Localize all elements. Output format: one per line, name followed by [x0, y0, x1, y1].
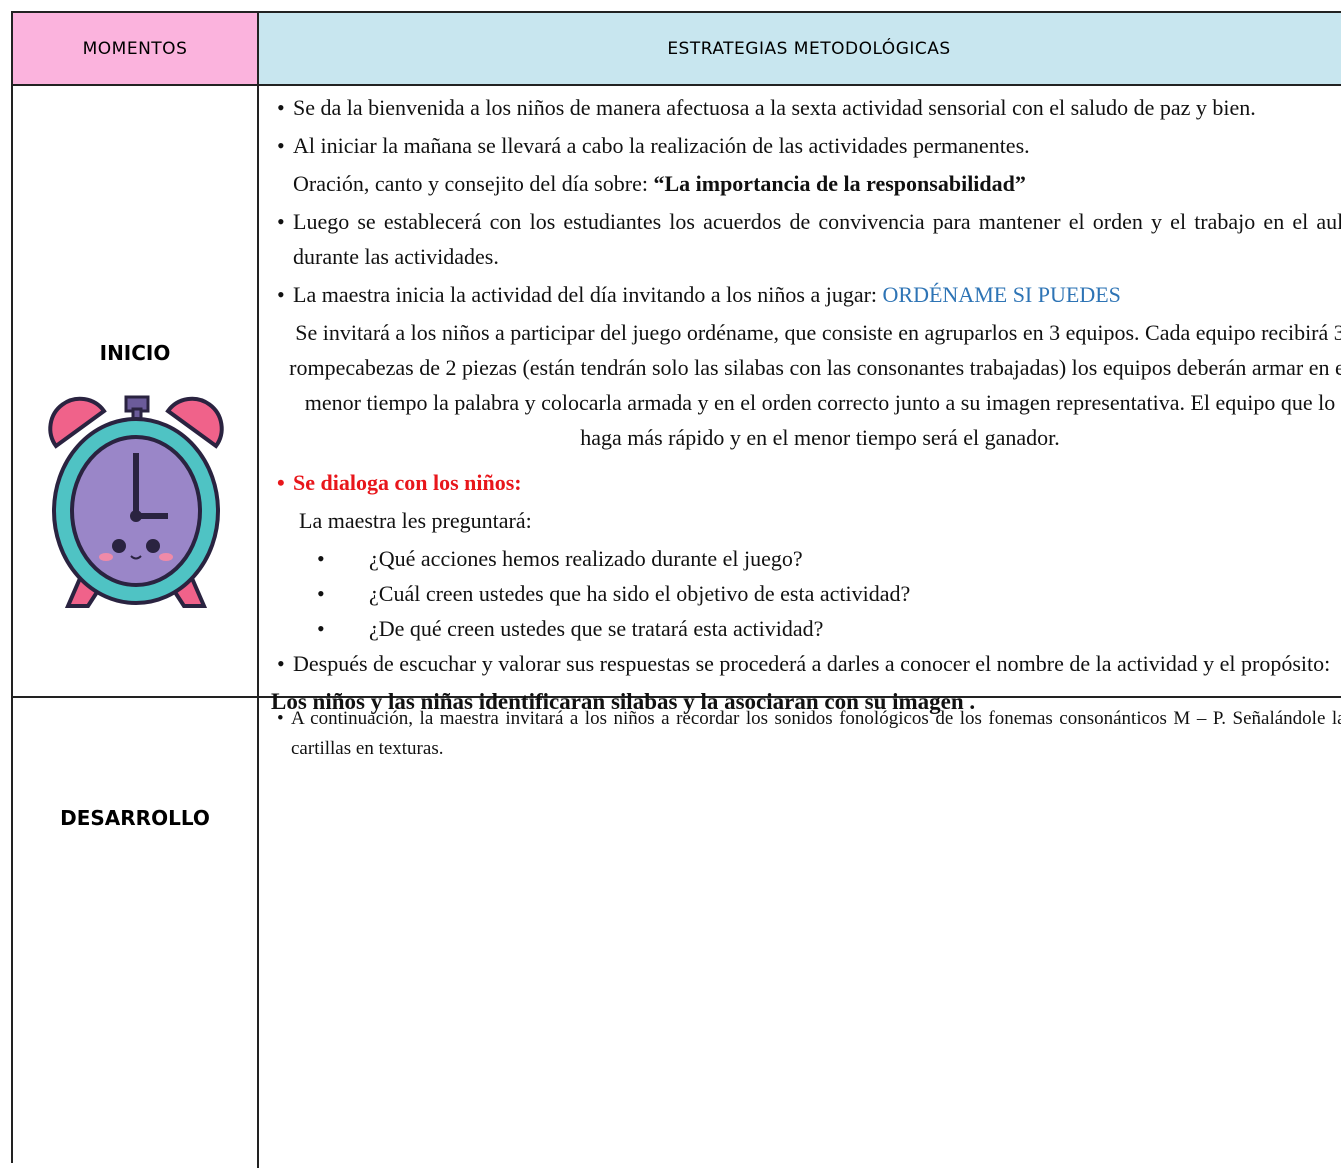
header-text: ESTRATEGIAS METODOLÓGICAS — [667, 38, 951, 59]
header-cell: MOMENTOS — [13, 13, 259, 86]
header-text: MOMENTOS — [82, 38, 188, 59]
moment-label: DESARROLLO — [60, 806, 210, 830]
bullet-text: Se dialoga con los niños: — [277, 465, 1341, 500]
header-cell: ESTRATEGIAS METODOLÓGICAS — [259, 13, 1341, 86]
paragraph: Oración, canto y consejito del día sobre… — [277, 166, 1341, 201]
moment-cell: DESARROLLO — [13, 698, 259, 1168]
bullet-text: Se da la bienvenida a los niños de maner… — [277, 90, 1341, 125]
question: ¿Qué acciones hemos realizado durante el… — [277, 541, 1341, 576]
strategy-cell: Se da la bienvenida a los niños de maner… — [259, 86, 1341, 714]
text: Oración, canto y consejito del día sobre… — [293, 171, 654, 196]
bullet-text: La maestra inicia la actividad del día i… — [277, 277, 1341, 312]
text: La maestra inicia la actividad del día i… — [293, 282, 883, 307]
moment-cell: INICIO — [13, 86, 259, 698]
paragraph: La maestra les preguntará: — [299, 508, 532, 533]
paragraph: Se invitará a los niños a participar del… — [289, 320, 1341, 450]
strategy-cell: A continuación, la maestra invitará a lo… — [259, 698, 1341, 1168]
question: ¿Cuál creen ustedes que ha sido el objet… — [277, 576, 1341, 611]
bullet-text: A continuación, la maestra invitará a lo… — [277, 704, 1341, 764]
game-name: ORDÉNAME SI PUEDES — [882, 282, 1121, 307]
moment-label: INICIO — [99, 341, 171, 365]
bullet-text: Luego se establecerá con los estudiantes… — [277, 204, 1341, 274]
bullet-text: Después de escuchar y valorar sus respue… — [277, 646, 1341, 681]
table: MOMENTOS ESTRATEGIAS METODOLÓGICAS INICI… — [11, 11, 1341, 1168]
clock-icon — [48, 395, 224, 608]
question: ¿De qué creen ustedes que se tratará est… — [277, 611, 1341, 646]
bullet-text: Al iniciar la mañana se llevará a cabo l… — [277, 128, 1341, 163]
bold-text: “La importancia de la responsabilidad” — [653, 171, 1026, 196]
